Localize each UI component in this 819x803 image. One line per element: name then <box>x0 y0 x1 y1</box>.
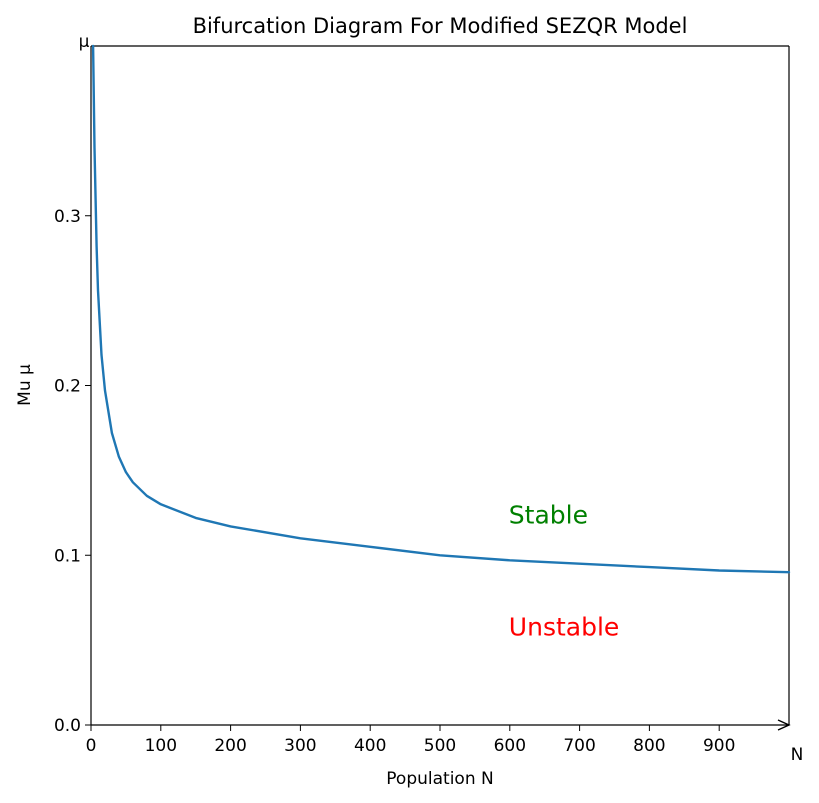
y-tick-label: 0.0 <box>54 716 81 736</box>
y-tick-label: 0.2 <box>54 377 81 397</box>
x-tick-label: 700 <box>563 736 595 756</box>
x-tick-label: 200 <box>214 736 246 756</box>
x-tick-label: 800 <box>633 736 665 756</box>
x-axis-arrow <box>777 719 791 731</box>
annotation-stable: Stable <box>509 501 588 530</box>
y-tick-label: 0.3 <box>54 207 81 227</box>
x-tick-label: 300 <box>284 736 316 756</box>
chart-title: Bifurcation Diagram For Modified SEZQR M… <box>193 14 688 38</box>
plot-area: 0 100 200 300 400 500 600 700 800 900 0.0 0.1 0.2 0.3… <box>54 44 791 756</box>
x-axis-label: Population N <box>386 769 493 789</box>
x-tick-label: 0 <box>86 736 97 756</box>
x-axis-end-label: N <box>791 745 804 765</box>
y-tick-label: 0.1 <box>54 546 81 566</box>
x-tick-label: 900 <box>703 736 735 756</box>
x-tick-label: 100 <box>145 736 177 756</box>
series-line <box>91 44 791 574</box>
x-tick-label: 600 <box>494 736 526 756</box>
x-tick-label: 500 <box>424 736 456 756</box>
x-tick-label: 400 <box>354 736 386 756</box>
y-axis-label: Mu μ <box>15 364 35 406</box>
y-axis-end-label: μ <box>79 32 90 52</box>
annotation-unstable: Unstable <box>509 613 620 642</box>
